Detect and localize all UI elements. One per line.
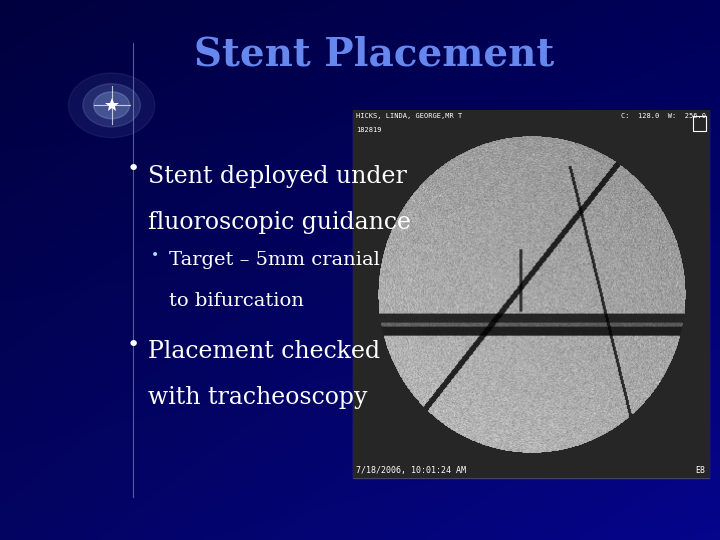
Text: E8: E8: [696, 466, 706, 475]
Bar: [693, 116, 706, 131]
Text: •: •: [127, 159, 140, 179]
Text: 182819: 182819: [356, 127, 382, 133]
Text: Placement checked: Placement checked: [148, 340, 379, 363]
Bar: [353, 111, 709, 478]
Circle shape: [94, 92, 130, 119]
Text: •: •: [150, 248, 159, 262]
Circle shape: [68, 73, 155, 138]
Text: Stent Placement: Stent Placement: [194, 35, 554, 73]
Text: with tracheoscopy: with tracheoscopy: [148, 386, 367, 409]
Text: C:  128.0  W:  256.0: C: 128.0 W: 256.0: [621, 113, 706, 119]
Text: to bifurcation: to bifurcation: [169, 292, 304, 309]
Text: 7/18/2006, 10:01:24 AM: 7/18/2006, 10:01:24 AM: [356, 466, 467, 475]
Text: •: •: [127, 335, 140, 355]
Text: Target – 5mm cranial: Target – 5mm cranial: [169, 251, 380, 269]
Text: Stent deployed under: Stent deployed under: [148, 165, 407, 188]
Circle shape: [83, 84, 140, 127]
Text: HICKS, LINDA, GEORGE,MR T: HICKS, LINDA, GEORGE,MR T: [356, 113, 463, 119]
Text: fluoroscopic guidance: fluoroscopic guidance: [148, 211, 410, 234]
